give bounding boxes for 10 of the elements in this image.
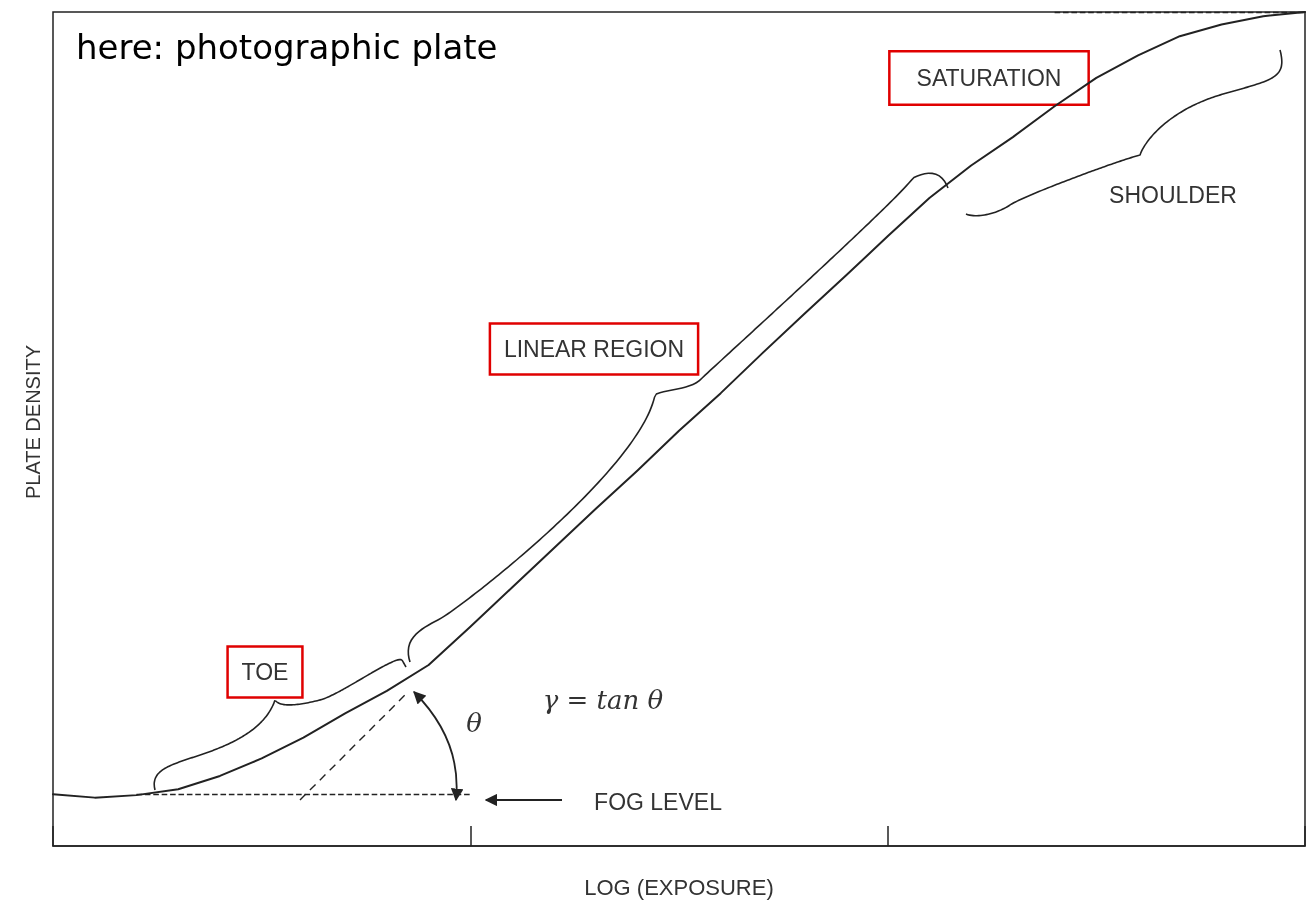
annotation: TOE (241, 659, 289, 685)
y-axis-title: PLATE DENSITY (22, 344, 44, 500)
annotation: SHOULDER (1109, 182, 1237, 208)
ref-line-label: SATURATION (916, 65, 1062, 91)
annotation: γ = tan θ (542, 685, 664, 715)
text: here: photographic plate (76, 27, 498, 67)
annotation: θ (466, 708, 483, 738)
annotation: FOG LEVEL (594, 789, 723, 815)
x-axis-title: LOG (EXPOSURE) (584, 874, 774, 900)
annotation: LINEAR REGION (503, 336, 685, 362)
